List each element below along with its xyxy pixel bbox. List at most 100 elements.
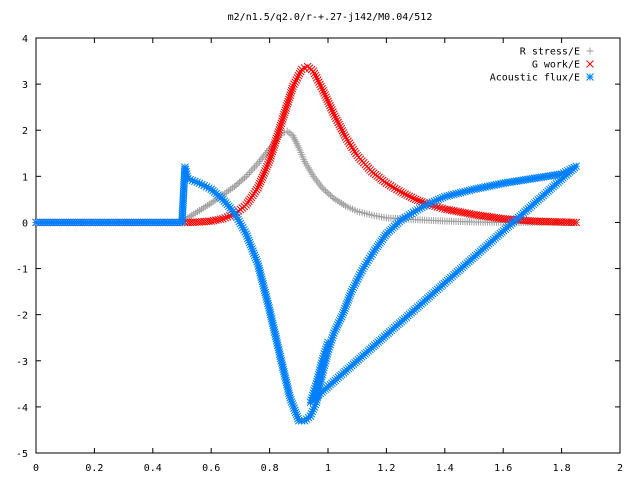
x-tick-label: 0.2 (85, 463, 103, 474)
series-g-work-e-point (331, 112, 339, 121)
series-g-work-e-point (267, 149, 276, 158)
series-g-work-e-point (278, 117, 286, 125)
series-g-work-e-point (289, 82, 297, 91)
series-g-work-e-point (401, 190, 410, 198)
series-r-stress-e-point (231, 182, 239, 190)
legend-entry-label: Acoustic flux/E (490, 73, 580, 84)
series-g-work-e-point (254, 184, 262, 192)
x-tick-label: 0.6 (202, 463, 220, 474)
series-g-work-e-point (279, 112, 288, 121)
series-g-work-e-point (319, 86, 327, 95)
series-g-work-e-point (286, 91, 295, 99)
series-g-work-e-point (275, 125, 284, 134)
series-g-work-e-point (274, 128, 283, 136)
series-g-work-e-point (415, 197, 424, 205)
series-g-work-e-point (207, 217, 216, 225)
series-g-work-e-point (334, 118, 342, 127)
y-tick-label: -1 (16, 265, 28, 276)
series-g-work-e-point (329, 108, 337, 116)
x-tick-label: 1.4 (436, 463, 454, 474)
series-g-work-e-point (269, 145, 277, 154)
series-g-work-e-point (271, 138, 279, 147)
series-acoustic-flux-e-point (324, 338, 332, 347)
series-g-work-e-point (280, 108, 289, 117)
y-tick-label: -3 (16, 357, 28, 368)
series-g-work-e-point (438, 204, 447, 213)
x-tick-label: 1.2 (377, 463, 395, 474)
series-g-work-e-point (271, 136, 280, 145)
series-g-work-e-point (315, 78, 323, 87)
series-g-work-e-point (327, 103, 335, 112)
series-g-work-e-point (283, 99, 292, 108)
series-g-work-e-point (287, 89, 295, 97)
y-tick-label: 2 (22, 126, 28, 137)
series-g-work-e-point (325, 99, 333, 108)
series-g-work-e-point (214, 215, 223, 224)
y-tick-label: -2 (16, 311, 28, 322)
legend-entry-label: R stress/E (520, 47, 580, 58)
legend-entry-label: G work/E (532, 60, 580, 71)
series-g-work-e-point (333, 116, 341, 125)
series-r-stress-e-point (318, 184, 326, 192)
series-g-work-e-point (311, 71, 320, 80)
series-g-work-e-point (260, 169, 269, 177)
y-tick-label: -4 (16, 403, 28, 414)
series-g-work-e-point (342, 135, 351, 144)
y-tick-label: 4 (22, 34, 28, 45)
series-g-work-e-point (413, 196, 422, 205)
series-r-stress-e-point (320, 185, 328, 193)
series-g-work-e-point (411, 195, 420, 204)
y-tick-label: -5 (16, 449, 28, 460)
series-g-work-e-point (317, 82, 325, 91)
series-g-work-e-point (262, 164, 270, 173)
series-g-work-e-point (339, 129, 348, 137)
series-g-work-e-point (349, 145, 358, 154)
series-g-work-e-point (281, 106, 290, 115)
series-r-stress-e-point (325, 190, 333, 198)
series-r-stress-e-point (247, 167, 255, 175)
series-g-work-e-point (288, 84, 297, 93)
series-r-stress-e-point (251, 163, 259, 171)
chart-title: m2/n1.5/q2.0/r-+.27-j142/M0.04/512 (228, 12, 433, 23)
series-g-work-e-point (399, 189, 407, 197)
y-tick-label: 3 (22, 80, 28, 91)
series-g-work-e-point (254, 181, 263, 190)
series-g-work-e-point (273, 130, 282, 139)
series-g-work-e-point (340, 131, 349, 139)
series-g-work-e-point (328, 106, 336, 114)
x-tick-label: 0 (33, 463, 39, 474)
series-g-work-e-point (290, 80, 298, 89)
x-tick-label: 0.8 (261, 463, 279, 474)
series-g-work-e-point (294, 71, 303, 80)
series-g-work-e-point (209, 216, 218, 225)
series-g-work-e-point (310, 69, 319, 78)
series-r-stress-e-point (236, 178, 244, 186)
series-g-work-e-point (293, 74, 302, 82)
series-g-work-e-point (572, 218, 581, 227)
series-g-work-e-point (265, 156, 274, 165)
series-g-work-e-point (269, 143, 278, 152)
series-g-work-e-point (321, 91, 329, 99)
series-g-work-e-point (329, 110, 338, 118)
series-r-stress-e-point (252, 161, 260, 169)
series-r-stress-e-point (241, 174, 249, 182)
x-tick-label: 0.4 (144, 463, 162, 474)
series-g-work-e-point (309, 67, 318, 76)
series-g-work-e-point (326, 101, 334, 110)
series-g-work-e-point (284, 95, 293, 104)
series-g-work-e-point (259, 171, 268, 179)
series-g-work-e-point (292, 76, 301, 84)
series-g-work-e-point (403, 191, 412, 200)
series-g-work-e-point (320, 89, 328, 97)
series-r-stress-e-point (244, 170, 252, 178)
series-g-work-e-point (569, 218, 578, 227)
series-g-work-e-point (270, 141, 279, 149)
series-r-stress-e-point (246, 169, 254, 177)
series-g-work-e-point (263, 160, 272, 169)
series-g-work-e-point (267, 152, 275, 160)
series-g-work-e-point (348, 143, 356, 152)
y-tick-label: 0 (22, 218, 28, 229)
series-g-work-e-point (216, 215, 225, 224)
series-g-work-e-point (284, 97, 293, 106)
